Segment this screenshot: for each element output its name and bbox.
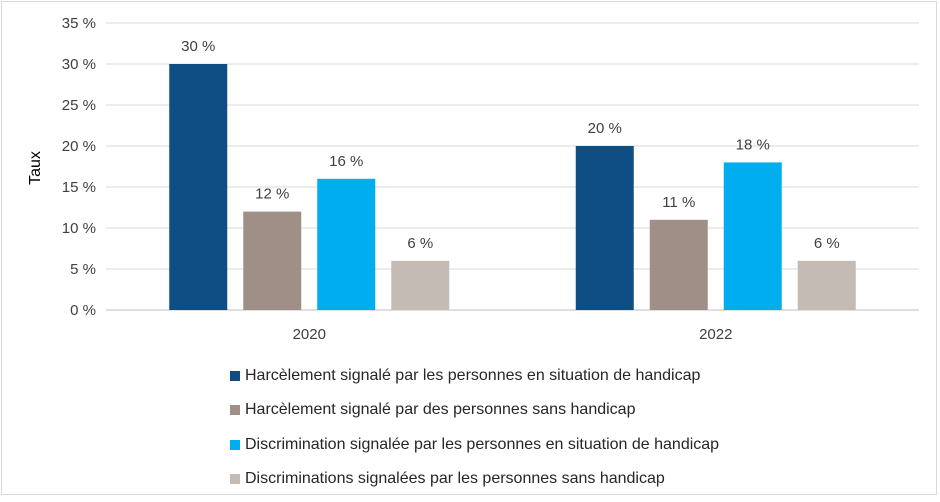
bars	[169, 64, 856, 310]
legend-swatch-0	[230, 370, 240, 381]
legend-label-3: Discriminations signalées par les person…	[245, 470, 665, 488]
data-label: 18 %	[736, 136, 770, 153]
y-tick-label: 30 %	[62, 56, 96, 73]
data-label: 30 %	[181, 38, 215, 55]
data-label: 6 %	[814, 235, 840, 252]
legend-label-0: Harcèlement signalé par les personnes en…	[245, 366, 701, 384]
x-axis-categories: 2020 2022	[293, 326, 733, 343]
y-tick-label: 35 %	[62, 15, 96, 32]
bar-2020-series-2	[317, 178, 376, 310]
chart-frame: 0 % 5 % 10 % 15 % 20 % 25 % 30 % 35 % 30 % 12 % 1…	[1, 1, 937, 495]
bar-2020-series-1	[243, 211, 302, 310]
y-tick-label: 0 %	[70, 302, 96, 319]
data-label: 6 %	[407, 235, 433, 252]
y-axis-title: Taux	[27, 151, 44, 185]
bar-2022-series-1	[649, 219, 708, 310]
x-category-label: 2022	[699, 326, 732, 343]
data-label: 16 %	[329, 153, 363, 170]
legend-item-0: Harcèlement signalé par les personnes en…	[230, 364, 719, 388]
y-tick-label: 10 %	[62, 220, 96, 237]
legend-label-1: Harcèlement signalé par des personnes sa…	[245, 401, 636, 419]
y-axis-ticks: 0 % 5 % 10 % 15 % 20 % 25 % 30 % 35 %	[62, 15, 96, 319]
data-label: 20 %	[588, 120, 622, 137]
data-label: 12 %	[255, 186, 289, 203]
gridlines	[106, 22, 919, 311]
legend-item-3: Discriminations signalées par les person…	[230, 468, 719, 492]
legend-item-1: Harcèlement signalé par des personnes sa…	[230, 399, 719, 423]
data-label: 11 %	[662, 194, 695, 211]
bar-2020-series-3	[391, 260, 450, 310]
x-category-label: 2020	[293, 326, 326, 343]
bar-2022-series-0	[575, 146, 634, 310]
data-labels: 30 % 12 % 16 % 6 % 20 % 11 % 18 % 6 %	[181, 38, 840, 252]
bar-chart: 0 % 5 % 10 % 15 % 20 % 25 % 30 % 35 % 30 % 12 % 1…	[27, 15, 919, 343]
legend-label-2: Discrimination signalée par les personne…	[245, 435, 720, 453]
y-tick-label: 20 %	[62, 138, 96, 155]
legend-swatch-1	[230, 405, 240, 416]
bar-2022-series-2	[723, 162, 782, 310]
legend-swatch-2	[230, 439, 240, 450]
y-tick-label: 15 %	[62, 179, 96, 196]
bar-2022-series-3	[797, 260, 856, 310]
legend-swatch-3	[230, 474, 240, 485]
y-tick-label: 5 %	[70, 261, 96, 278]
y-tick-label: 25 %	[62, 97, 96, 114]
legend-item-2: Discrimination signalée par les personne…	[230, 433, 719, 457]
bar-2020-series-0	[169, 64, 228, 310]
legend: Harcèlement signalé par les personnes en…	[230, 364, 719, 502]
